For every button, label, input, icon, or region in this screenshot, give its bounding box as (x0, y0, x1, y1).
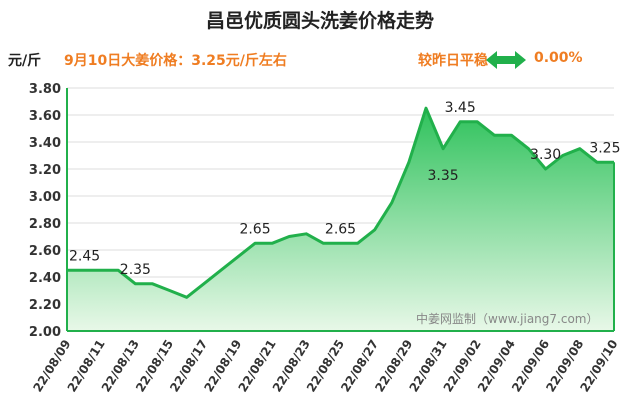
watermark: 中姜网监制（www.jiang7.com） (416, 311, 598, 326)
y-tick-label: 2.80 (29, 217, 61, 232)
y-tick-label: 2.20 (29, 298, 61, 313)
data-label: 3.35 (427, 168, 458, 184)
data-label: 2.65 (325, 221, 356, 237)
y-tick-label: 3.20 (29, 163, 61, 178)
compare-label: 较昨日平稳 (418, 53, 488, 69)
y-tick-label: 2.00 (29, 325, 61, 340)
y-axis-unit: 元/斤 (8, 53, 42, 69)
y-tick-label: 3.60 (29, 109, 61, 124)
data-label: 3.45 (445, 100, 476, 116)
data-label: 3.25 (589, 140, 620, 156)
data-label: 2.65 (239, 221, 270, 237)
change-percent: 0.00% (534, 50, 583, 66)
double-arrow-icon (486, 51, 526, 69)
y-tick-label: 3.00 (29, 190, 61, 205)
price-headline: 9月10日大姜价格：3.25元/斤左右 (64, 53, 287, 69)
series-line (67, 106, 614, 299)
y-tick-label: 3.80 (29, 82, 61, 97)
chart-title: 昌邑优质圆头洗姜价格走势 (205, 10, 434, 32)
data-label: 2.45 (69, 248, 100, 264)
series-area (67, 108, 614, 331)
data-label: 3.30 (530, 147, 561, 163)
y-tick-label: 3.40 (29, 136, 61, 151)
y-tick-label: 2.60 (29, 244, 61, 259)
y-tick-label: 2.40 (29, 271, 61, 286)
data-label: 2.35 (120, 262, 151, 278)
